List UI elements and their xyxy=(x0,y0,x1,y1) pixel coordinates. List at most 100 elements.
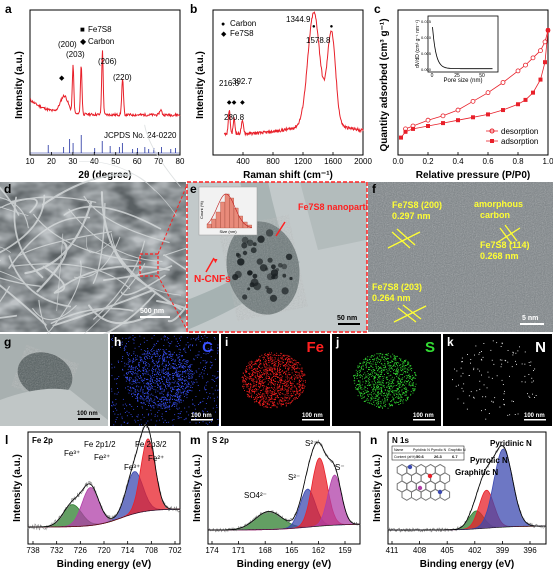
map-dot xyxy=(163,345,165,346)
map-dot xyxy=(150,378,152,380)
map-dot xyxy=(246,366,247,367)
map-dot xyxy=(180,401,182,403)
map-dot xyxy=(530,361,532,363)
map-dot xyxy=(269,391,271,393)
map-dot xyxy=(177,356,179,358)
map-dot xyxy=(177,393,179,395)
map-dot xyxy=(408,377,410,379)
map-dot xyxy=(127,372,129,374)
map-dot xyxy=(263,402,265,404)
map-dot xyxy=(214,338,216,340)
map-dot xyxy=(147,354,149,356)
map-dot xyxy=(301,378,303,380)
map-dot xyxy=(404,388,406,390)
map-dot xyxy=(143,337,145,339)
map-dot xyxy=(181,385,182,387)
map-dot xyxy=(389,366,391,368)
map-dot xyxy=(288,361,290,363)
map-dot xyxy=(136,415,138,417)
fiber xyxy=(33,213,142,262)
map-dot xyxy=(175,372,176,373)
map-dot xyxy=(252,380,254,381)
map-dot xyxy=(357,384,359,385)
map-dot xyxy=(141,379,143,381)
spectrum-title: Fe 2p xyxy=(32,436,53,445)
map-dot xyxy=(380,403,382,405)
map-dot xyxy=(179,395,181,397)
map-dot xyxy=(147,363,149,365)
histogram-bar xyxy=(206,223,212,229)
map-dot xyxy=(289,390,291,392)
map-dot xyxy=(369,362,371,364)
map-dot xyxy=(203,414,205,416)
map-dot xyxy=(407,361,409,363)
legend-circle-icon: ● xyxy=(221,21,225,28)
map-dot xyxy=(176,354,178,356)
map-dot xyxy=(376,364,377,366)
map-dot xyxy=(294,376,296,378)
map-dot xyxy=(366,371,368,372)
map-dot xyxy=(406,381,408,383)
map-dot xyxy=(361,389,363,391)
map-dot xyxy=(166,356,168,357)
map-dot xyxy=(286,362,287,364)
map-dot xyxy=(177,396,179,398)
map-dot xyxy=(128,371,130,373)
map-dot xyxy=(396,385,397,386)
map-dot xyxy=(212,349,214,351)
lattice-200-plane: Fe7S8 (200) xyxy=(392,200,442,210)
map-dot xyxy=(245,383,247,385)
map-dot xyxy=(165,404,167,406)
map-dot xyxy=(462,390,464,392)
map-dot xyxy=(254,392,255,394)
map-dot xyxy=(260,399,262,401)
legend-square-icon: ■ xyxy=(80,25,85,34)
map-dot xyxy=(303,387,305,389)
map-dot xyxy=(258,359,260,361)
map-dot xyxy=(188,386,190,388)
histogram-bar xyxy=(247,224,252,229)
map-dot xyxy=(392,361,394,362)
map-dot xyxy=(169,379,171,380)
panel-a-frame xyxy=(29,9,181,156)
map-dot xyxy=(493,363,495,365)
map-dot xyxy=(414,386,416,387)
map-dot xyxy=(182,355,183,356)
map-dot xyxy=(279,384,280,386)
map-dot xyxy=(263,373,265,375)
map-dot xyxy=(382,395,384,397)
map-dot xyxy=(213,337,215,338)
map-dot xyxy=(387,354,389,356)
map-dot xyxy=(410,367,412,369)
map-dot xyxy=(125,345,127,347)
map-dot xyxy=(395,389,397,391)
map-dot xyxy=(360,396,362,398)
raman-peak-392: 392.7 xyxy=(232,77,253,86)
map-dot xyxy=(379,353,381,355)
map-dot xyxy=(133,359,134,361)
map-dot xyxy=(249,363,251,365)
map-dot xyxy=(378,401,380,402)
map-dot xyxy=(210,347,212,349)
map-dot xyxy=(278,360,280,362)
map-dot xyxy=(276,373,278,375)
map-dot xyxy=(407,375,408,377)
map-dot xyxy=(289,359,291,361)
map-dot xyxy=(399,383,401,385)
s2-label-blue: S²⁻ xyxy=(288,473,300,482)
map-dot xyxy=(288,367,290,369)
map-dot xyxy=(292,395,294,396)
map-dot xyxy=(362,369,364,371)
map-dot xyxy=(174,403,175,405)
map-dot xyxy=(145,364,147,366)
map-dot xyxy=(132,387,134,389)
map-dot xyxy=(407,364,408,365)
map-dot xyxy=(266,355,268,357)
map-dot xyxy=(195,339,197,341)
map-dot xyxy=(273,393,275,395)
map-dot xyxy=(178,356,180,358)
map-dot xyxy=(294,391,296,392)
map-dot xyxy=(198,368,200,370)
